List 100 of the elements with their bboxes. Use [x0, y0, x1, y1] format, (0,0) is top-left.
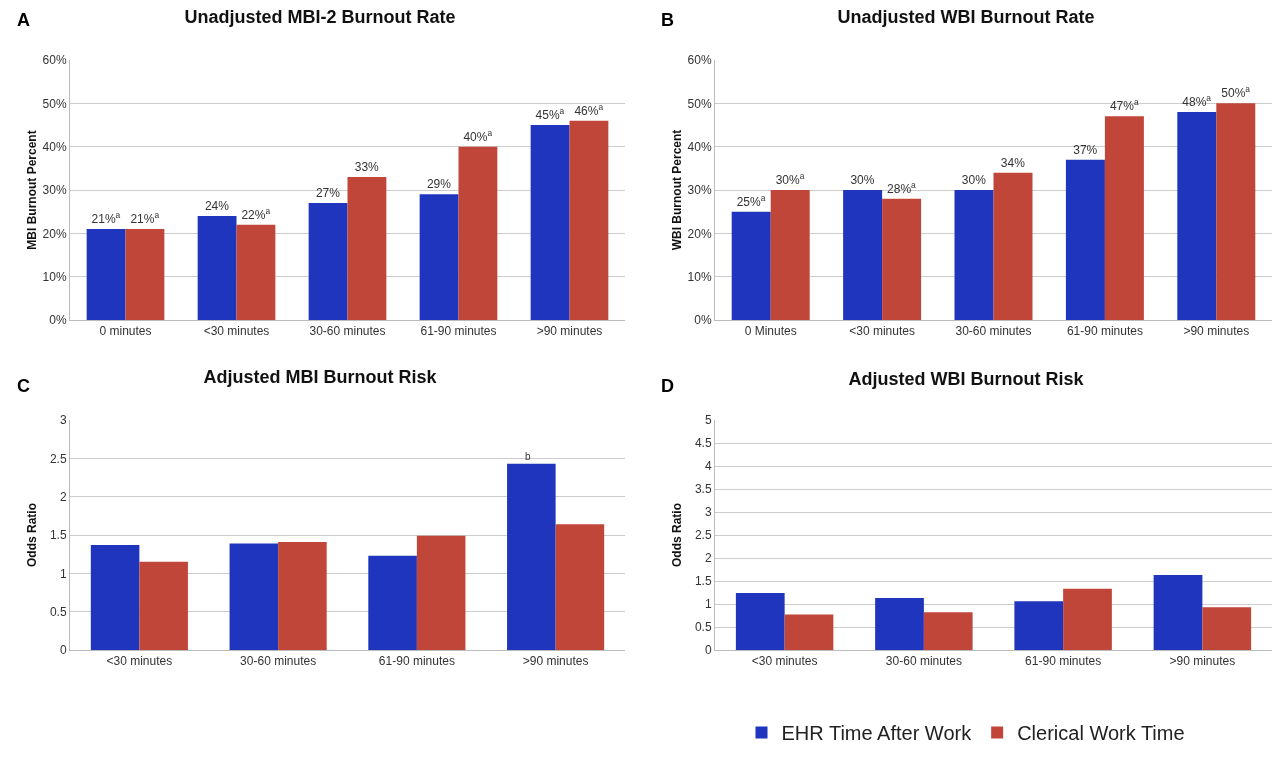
y-tick-label: 1: [704, 597, 712, 612]
x-tick-label: >90 minutes: [1183, 324, 1250, 339]
y-tick-label: 2.5: [694, 528, 712, 543]
data-label: 48%$^{a}$: [1182, 92, 1212, 109]
y-axis-title: WBI Burnout Percent: [670, 129, 684, 251]
y-axis-title: Odds Ratio: [25, 502, 39, 568]
data-label: 29%: [426, 177, 452, 192]
bar: [368, 555, 417, 650]
y-tick-label: 3: [59, 413, 67, 428]
bar: [1202, 607, 1252, 650]
y-tick-label: 0: [704, 643, 712, 658]
y-tick-label: 0.5: [49, 604, 67, 619]
y-tick-label: 20%: [42, 226, 67, 241]
x-tick-label: 30-60 minutes: [955, 324, 1032, 339]
x-tick-label: 61-90 minutes: [1066, 324, 1143, 339]
bar: [229, 543, 279, 650]
bar: [347, 177, 387, 320]
chart-title: Unadjusted WBI Burnout Rate: [837, 7, 1095, 28]
chart-title: Adjusted MBI Burnout Risk: [203, 366, 438, 387]
bar: [236, 224, 276, 320]
y-tick-label: 60%: [42, 53, 67, 68]
x-tick-label: 61-90 minutes: [378, 654, 455, 669]
y-tick-label: 10%: [42, 269, 67, 284]
y-tick-label: 2: [704, 551, 712, 566]
data-label: 50%$^{a}$: [1221, 84, 1251, 101]
data-label: 30%: [961, 173, 987, 187]
bar: [139, 561, 188, 650]
y-tick-label: 20%: [687, 226, 712, 241]
y-tick-label: 1.5: [694, 574, 712, 589]
x-tick-label: 30-60 minutes: [309, 324, 386, 339]
data-label: 33%: [354, 160, 380, 174]
x-tick-label: 30-60 minutes: [885, 654, 962, 669]
x-tick-label: <30 minutes: [849, 324, 915, 339]
y-tick-label: 0%: [694, 313, 712, 328]
bar: [875, 598, 924, 650]
y-tick-label: 0%: [49, 313, 67, 328]
x-tick-label: 30-60 minutes: [240, 654, 317, 669]
bar: [458, 146, 498, 320]
bar: [530, 125, 570, 320]
x-tick-label: >90 minutes: [536, 324, 603, 339]
bar: [125, 229, 165, 320]
y-tick-label: 5: [704, 413, 712, 428]
bar: [1063, 588, 1112, 650]
y-tick-label: 4.5: [694, 436, 712, 451]
y-tick-label: 40%: [687, 139, 712, 154]
y-tick-label: 3: [704, 505, 712, 520]
text: A: [17, 10, 30, 30]
x-tick-label: <30 minutes: [751, 654, 818, 669]
y-tick-label: 0.5: [694, 620, 712, 635]
bar: [278, 541, 327, 650]
x-tick-label: >90 minutes: [522, 654, 589, 669]
bar: [843, 190, 883, 320]
y-tick-label: 40%: [42, 139, 67, 154]
bar: [882, 198, 922, 320]
y-tick-label: 50%: [42, 96, 67, 111]
bar: [197, 216, 237, 320]
data-label: 46%$^{a}$: [574, 101, 604, 118]
legend-label: Clerical Work Time: [1017, 722, 1185, 745]
bar: [784, 614, 834, 650]
x-tick-label: 0 Minutes: [744, 324, 797, 339]
y-tick-label: 2: [59, 489, 67, 504]
bar: [1177, 112, 1217, 320]
chart-title: Unadjusted MBI-2 Burnout Rate: [184, 7, 456, 28]
y-tick-label: 30%: [687, 183, 712, 198]
y-tick-label: 3.5: [694, 482, 712, 497]
y-tick-label: 1.5: [49, 528, 67, 543]
x-tick-label: 61-90 minutes: [420, 324, 497, 339]
bar: [555, 524, 605, 650]
data-label: 24%: [204, 199, 230, 213]
data-label: 27%: [315, 186, 341, 200]
bar: [86, 229, 126, 320]
data-label: 40%$^{a}$: [463, 127, 493, 144]
text: C: [17, 376, 30, 396]
data-label: 37%: [1073, 142, 1098, 157]
y-axis-title: MBI Burnout Percent: [25, 130, 39, 250]
x-tick-label: 0 minutes: [99, 324, 152, 339]
bar: [1216, 103, 1256, 320]
y-tick-label: 1: [59, 566, 67, 581]
text: B: [661, 10, 674, 30]
x-tick-label: 61-90 minutes: [1025, 654, 1102, 669]
data-label: 45%$^{a}$: [535, 105, 565, 122]
bar: [954, 190, 994, 320]
annotation: b: [525, 451, 531, 462]
data-label: 34%: [1000, 155, 1026, 170]
bar: [1065, 159, 1105, 320]
x-tick-label: <30 minutes: [203, 324, 270, 339]
y-tick-label: 4: [704, 459, 712, 474]
y-tick-label: 0: [59, 643, 67, 658]
bar: [993, 172, 1033, 320]
bar: [419, 194, 459, 320]
bar: [770, 190, 810, 320]
data-label: 30%$^{a}$: [775, 170, 805, 187]
data-label: 28%$^{a}$: [887, 179, 917, 196]
bar: [569, 120, 609, 320]
data-label: 30%: [850, 173, 875, 187]
chart-title: Adjusted WBI Burnout Risk: [848, 368, 1085, 389]
data-label: 21%$^{a}$: [91, 209, 121, 226]
bar: [308, 203, 348, 320]
bar: [416, 535, 466, 650]
text: D: [661, 376, 674, 396]
